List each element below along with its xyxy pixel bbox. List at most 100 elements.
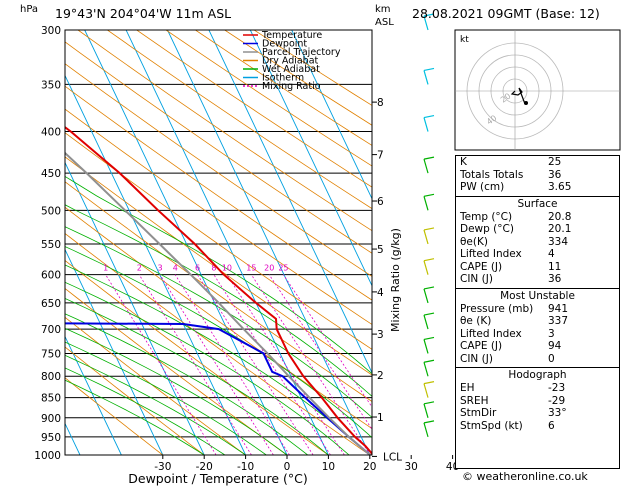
dry-adiabat-line — [65, 287, 288, 455]
temperature-tick-label: 0 — [284, 461, 291, 473]
dewpoint-line — [65, 322, 371, 455]
pressure-tick-label: 450 — [41, 168, 61, 180]
stat-pw: PW (cm) 3.65 — [460, 181, 572, 193]
most-unstable-row: θe (K) 337 — [456, 315, 619, 328]
dry-adiabat-line — [77, 30, 372, 232]
wind-barb — [423, 15, 429, 31]
km-tick-label: 7 — [377, 150, 384, 162]
wind-barb — [423, 422, 429, 438]
isotherm-line — [65, 161, 205, 455]
mixing-ratio-line — [174, 274, 290, 455]
pressure-tick-label: 650 — [41, 298, 61, 310]
hodograph-stat-row: EH -23 — [456, 382, 619, 395]
most-unstable-label: Lifted Index — [460, 327, 522, 340]
wet-adiabat-line — [65, 226, 372, 418]
isotherm-line — [208, 30, 372, 374]
surface-value: 20.8 — [548, 210, 572, 223]
surface-label: Lifted Index — [460, 248, 522, 260]
wet-adiabat-line — [65, 341, 267, 455]
hodograph-stat-row: StmDir 33° — [456, 407, 619, 420]
most-unstable-label: θe (K) — [460, 315, 492, 327]
temperature-tick-label: -20 — [196, 461, 213, 473]
legend-entry: Isotherm — [262, 73, 304, 84]
isotherm-line — [65, 248, 164, 455]
surface-value: 36 — [548, 273, 562, 285]
hodograph-title: Hodograph — [508, 369, 567, 381]
pressure-tick-label: 350 — [41, 79, 61, 91]
wet-adiabat-line — [65, 298, 329, 455]
legend-entry: Mixing Ratio — [262, 81, 321, 92]
wind-barb — [423, 362, 429, 377]
mixing-ratio-label: 20 — [264, 264, 274, 273]
temperature-line — [65, 125, 372, 455]
surface-label: θe(K) — [460, 235, 488, 248]
mixing-ratio-line — [138, 274, 252, 455]
hodograph-kt-label: kt — [460, 35, 469, 45]
most-unstable-value: 3 — [548, 327, 555, 340]
wind-barb-feather — [423, 420, 435, 424]
isotherm-line — [65, 335, 122, 455]
mixing-ratio-line — [251, 274, 371, 455]
hodograph-section: Hodograph EH -23 SREH -29 StmDir 33° StmSpd (k… — [456, 367, 619, 432]
dry-adiabat-line — [65, 156, 372, 376]
wind-barb — [423, 314, 429, 330]
mixing-ratio-axis-label: Mixing Ratio (g/kg) — [389, 228, 402, 332]
isotherm-line — [84, 30, 288, 455]
pressure-tick-label: 900 — [41, 413, 61, 425]
dry-adiabat-line — [65, 132, 372, 350]
wind-barb — [423, 383, 429, 398]
surface-row: θe(K) 334 — [456, 236, 619, 249]
mixing-ratio-label: 8 — [211, 264, 216, 273]
temperature-tick-label: 30 — [405, 461, 418, 473]
wind-barb-feather — [423, 401, 435, 405]
hodograph-stat-value: 6 — [548, 419, 555, 432]
km-tick-label: 1 — [377, 412, 384, 424]
mixing-ratio-label: 10 — [222, 264, 232, 273]
dry-adiabat-line — [65, 41, 372, 254]
surface-row: CIN (J) 36 — [456, 273, 619, 286]
dry-adiabat-line — [165, 30, 372, 167]
mixing-ratio-line — [159, 274, 274, 455]
most-unstable-row: Pressure (mb) 941 — [456, 303, 619, 316]
most-unstable-row: CAPE (J) 94 — [456, 340, 619, 353]
mixing-ratio-label: 6 — [195, 264, 200, 273]
isotherm-line — [125, 30, 329, 455]
pressure-tick-label: 550 — [41, 239, 61, 251]
asl-label: ASL — [375, 17, 394, 28]
dry-adiabat-line — [65, 316, 246, 455]
surface-section: Surface Temp (°C) 20.8 Dewp (°C) 20.1 θe(K) 3… — [456, 195, 619, 286]
wind-barb-feather — [423, 156, 435, 160]
legend-entry: Dewpoint — [262, 39, 307, 50]
km-tick-label: LCL — [383, 451, 402, 463]
parcel-trajectory-line — [65, 151, 371, 455]
dry-adiabat-line — [65, 346, 205, 455]
wind-barb-feather — [423, 114, 435, 119]
most-unstable-value: 94 — [548, 340, 562, 352]
wind-barbs — [423, 13, 435, 438]
pressure-tick-label: 1000 — [34, 450, 61, 462]
wind-barb-feather — [423, 258, 435, 262]
wet-adiabat-line — [65, 367, 226, 455]
mixing-ratio-line — [197, 274, 314, 455]
legend-entry: Temperature — [261, 30, 322, 41]
surface-row: Temp (°C) 20.8 — [456, 211, 619, 224]
wind-barb-feather — [423, 193, 435, 197]
wind-barb-feather — [423, 359, 435, 363]
pressure-tick-label: 400 — [41, 127, 61, 139]
hodograph-stat-row: SREH -29 — [456, 395, 619, 408]
mixing-ratio-line — [226, 274, 345, 455]
pressure-tick-label: 700 — [41, 324, 61, 336]
km-tick-label: 5 — [377, 244, 384, 256]
legend-entry: Parcel Trajectory — [262, 47, 341, 58]
isotherm-line — [291, 30, 372, 200]
wind-barb — [423, 288, 429, 304]
km-tick-label: 4 — [377, 287, 384, 299]
wind-barb — [423, 260, 429, 275]
surface-value: 20.1 — [548, 223, 572, 235]
mixing-ratio-line — [213, 274, 331, 455]
x-axis-label: Dewpoint / Temperature (°C) — [128, 471, 307, 486]
pressure-tick-label: 800 — [41, 371, 61, 383]
wind-barb — [423, 70, 429, 85]
surface-value: 334 — [548, 235, 569, 248]
